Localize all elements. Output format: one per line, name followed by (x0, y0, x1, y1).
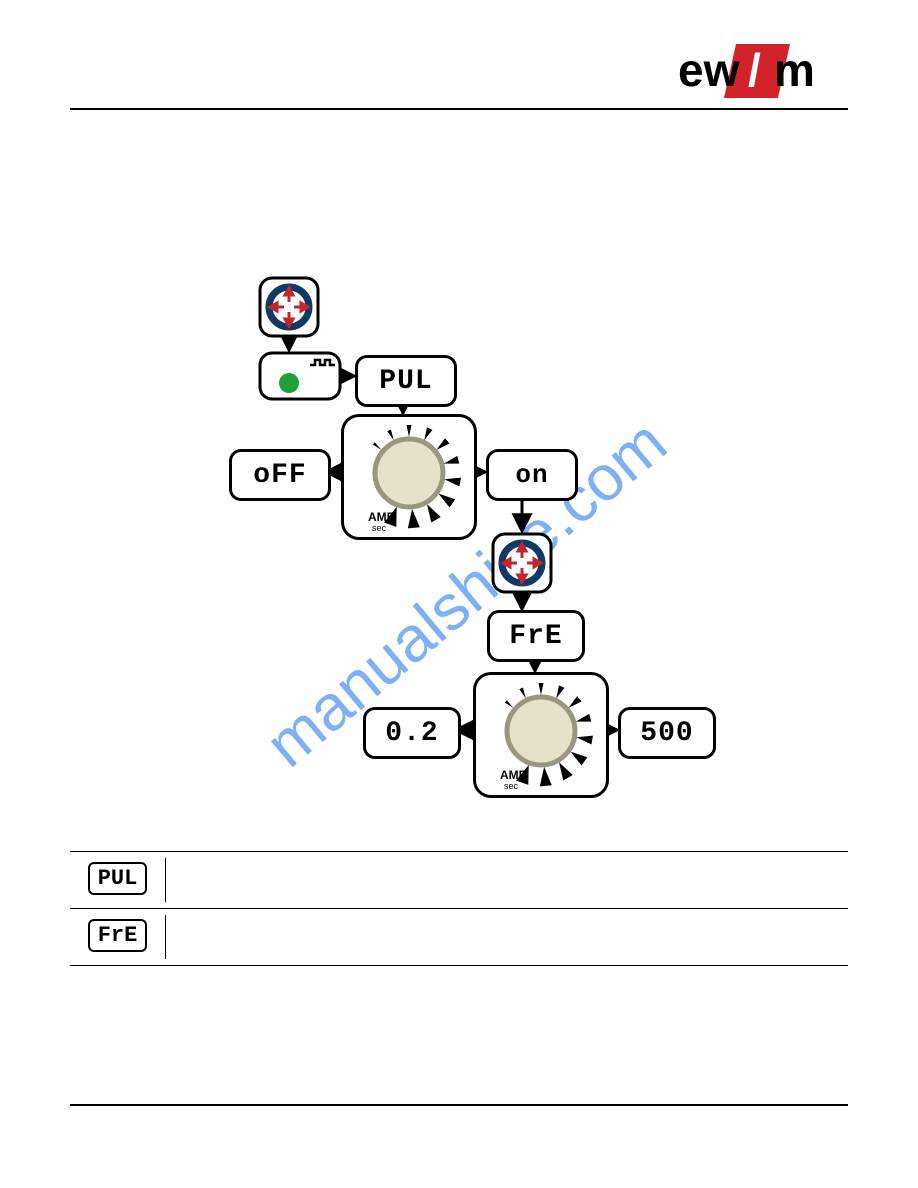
table-disp-pul: PUL (88, 862, 148, 895)
parameter-table: PUL FrE (70, 851, 848, 966)
display-on: on (486, 449, 578, 501)
table-row-display: PUL (70, 858, 165, 899)
display-on-text: on (515, 460, 548, 490)
display-off: oFF (229, 449, 331, 501)
ewm-logo: ew m / (678, 40, 848, 107)
manual-page: ew m / manualshive.com (0, 0, 918, 1188)
footer-rule (70, 1104, 848, 1106)
header-rule (70, 108, 848, 110)
display-fre-text: FrE (509, 621, 562, 652)
table-row: PUL (70, 851, 848, 908)
table-row-text (165, 915, 848, 959)
display-max-text: 500 (640, 718, 693, 749)
table-row-display: FrE (70, 915, 165, 956)
dial1-label-sec: sec (372, 523, 387, 533)
display-min-text: 0.2 (385, 718, 438, 749)
rotary-dial-2[interactable]: AMP sec (473, 672, 609, 798)
svg-text:/: / (748, 44, 761, 96)
display-fre: FrE (487, 610, 585, 662)
dial2-label-amp: AMP (500, 768, 527, 782)
display-min-value: 0.2 (363, 707, 461, 759)
select-button-2[interactable] (491, 532, 553, 594)
svg-text:ew: ew (678, 44, 740, 96)
dial2-label-sec: sec (504, 781, 519, 791)
display-pul: PUL (355, 355, 457, 407)
table-disp-fre: FrE (88, 919, 148, 952)
select-button-1[interactable] (258, 276, 320, 338)
flow-arrows (0, 0, 918, 1188)
pulse-mode-indicator (258, 351, 342, 401)
display-pul-text: PUL (379, 366, 432, 397)
table-row: FrE (70, 908, 848, 966)
dial1-label-amp: AMP (368, 510, 395, 524)
display-max-value: 500 (618, 707, 716, 759)
display-off-text: oFF (253, 460, 306, 491)
svg-text:m: m (774, 44, 815, 96)
table-row-text (165, 858, 848, 902)
rotary-dial-1[interactable]: AMP sec (341, 414, 477, 540)
